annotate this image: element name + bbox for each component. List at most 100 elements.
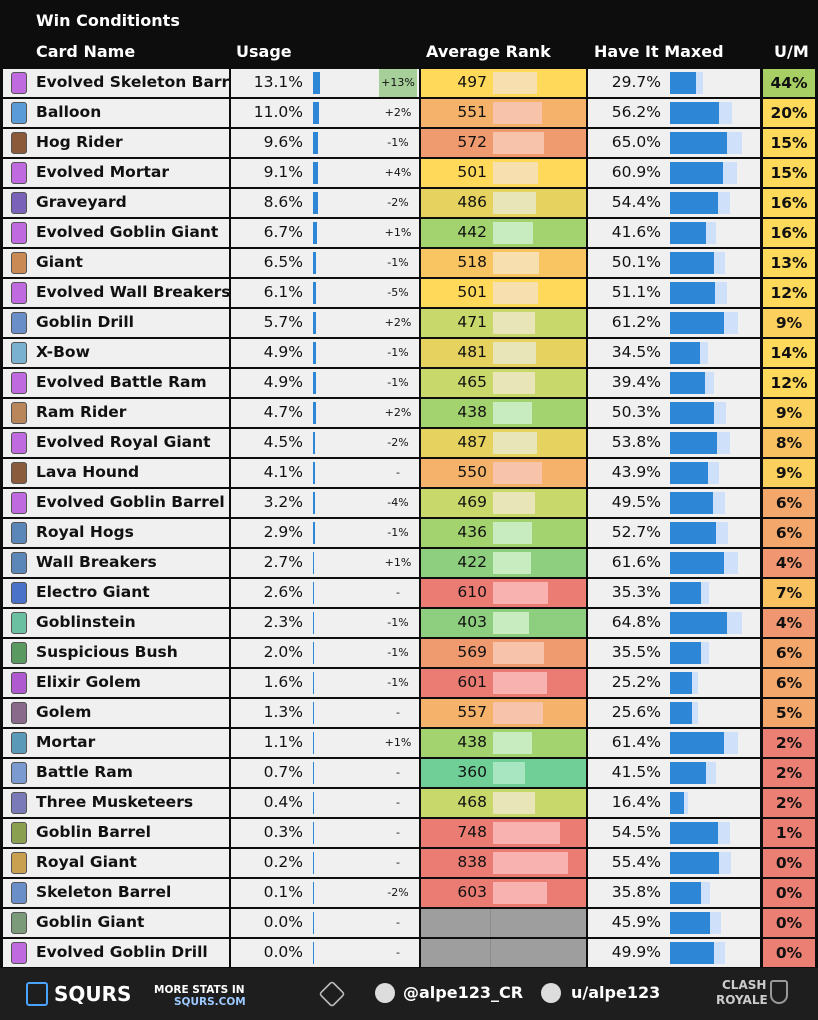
average-rank-cell: 468 <box>421 789 586 817</box>
usage-value: 0.1% <box>263 883 303 901</box>
usage-bar <box>313 162 318 184</box>
have-it-maxed-cell: 35.5% <box>588 639 760 667</box>
usage-cell: 2.0% -1% <box>231 639 419 667</box>
have-it-maxed-value: 52.7% <box>611 523 661 541</box>
um-value: 20% <box>763 99 815 127</box>
have-it-maxed-cell: 43.9% <box>588 459 760 487</box>
usage-value: 11.0% <box>253 103 303 121</box>
have-it-maxed-value: 50.1% <box>611 253 661 271</box>
card-name-cell: Goblin Barrel <box>3 819 229 847</box>
usage-value: 2.0% <box>263 643 303 661</box>
usage-change: -4% <box>387 496 409 509</box>
table-row: Hog Rider 9.6% -1% 572 65.0% 15% <box>0 128 818 158</box>
more-stats-line2[interactable]: SQURS.COM <box>174 996 246 1008</box>
um-value: 5% <box>763 699 815 727</box>
have-it-maxed-value: 51.1% <box>611 283 661 301</box>
reddit-handle[interactable]: u/alpe123 <box>571 983 661 1002</box>
usage-bar <box>313 732 314 754</box>
usage-cell: 2.3% -1% <box>231 609 419 637</box>
card-icon <box>11 912 27 934</box>
usage-cell: 0.0% - <box>231 909 419 937</box>
card-name-cell: Ram Rider <box>3 399 229 427</box>
average-rank-value: 442 <box>457 223 487 241</box>
usage-bar <box>313 462 316 484</box>
twitter-handle[interactable]: @alpe123_CR <box>403 983 524 1002</box>
card-name: Electro Giant <box>36 583 150 601</box>
average-rank-cell: 501 <box>421 279 586 307</box>
have-it-maxed-cell: 49.9% <box>588 939 760 967</box>
usage-bar <box>313 882 314 904</box>
table-row: Evolved Goblin Giant 6.7% +1% 442 41.6% 16% <box>0 218 818 248</box>
usage-cell: 0.1% -2% <box>231 879 419 907</box>
average-rank-cell: 360 <box>421 759 586 787</box>
card-icon <box>11 732 27 754</box>
card-name-cell: Lava Hound <box>3 459 229 487</box>
card-icon <box>11 522 27 544</box>
have-it-maxed-bar <box>670 492 713 514</box>
have-it-maxed-value: 50.3% <box>611 403 661 421</box>
card-name: Mortar <box>36 733 96 751</box>
card-name: Royal Hogs <box>36 523 134 541</box>
card-icon <box>11 222 27 244</box>
usage-value: 2.3% <box>263 613 303 631</box>
have-it-maxed-cell: 52.7% <box>588 519 760 547</box>
average-rank-value: 603 <box>457 883 487 901</box>
brand-logo-line2: ROYALE <box>716 993 768 1007</box>
average-rank-bar <box>493 102 544 124</box>
have-it-maxed-value: 55.4% <box>611 853 661 871</box>
usage-cell: 5.7% +2% <box>231 309 419 337</box>
have-it-maxed-value: 54.4% <box>611 193 661 211</box>
have-it-maxed-cell: 50.1% <box>588 249 760 277</box>
have-it-maxed-value: 61.6% <box>611 553 661 571</box>
card-icon <box>11 492 27 514</box>
usage-change: +2% <box>384 106 412 119</box>
average-rank-cell: 487 <box>421 429 586 457</box>
table-row: Three Musketeers 0.4% - 468 16.4% 2% <box>0 788 818 818</box>
table-row: Royal Giant 0.2% - 838 55.4% 0% <box>0 848 818 878</box>
card-icon <box>11 462 27 484</box>
usage-cell: 2.6% - <box>231 579 419 607</box>
usage-cell: 6.7% +1% <box>231 219 419 247</box>
um-value: 6% <box>763 489 815 517</box>
average-rank-cell: 497 <box>421 69 586 97</box>
usage-bar <box>313 492 315 514</box>
card-name-cell: Royal Hogs <box>3 519 229 547</box>
average-rank-value: 422 <box>457 553 487 571</box>
average-rank-bar <box>493 462 544 484</box>
card-name: Battle Ram <box>36 763 133 781</box>
have-it-maxed-cell: 61.4% <box>588 729 760 757</box>
average-rank-value: 501 <box>457 163 487 181</box>
average-rank-bar <box>493 432 539 454</box>
have-it-maxed-bar <box>670 912 710 934</box>
card-name-cell: Goblin Giant <box>3 909 229 937</box>
have-it-maxed-value: 29.7% <box>611 73 661 91</box>
table-row: Goblin Giant 0.0% - 45.9% 0% <box>0 908 818 938</box>
table-row: Evolved Wall Breakers 6.1% -5% 501 51.1% 12% <box>0 278 818 308</box>
have-it-maxed-bar <box>670 312 724 334</box>
have-it-maxed-bar <box>670 612 727 634</box>
card-icon <box>11 552 27 574</box>
average-rank-cell: 501 <box>421 159 586 187</box>
card-icon <box>11 342 27 364</box>
card-name-cell: Skeleton Barrel <box>3 879 229 907</box>
usage-bar <box>313 342 316 364</box>
average-rank-bar <box>493 762 527 784</box>
usage-cell: 8.6% -2% <box>231 189 419 217</box>
have-it-maxed-bar <box>670 792 684 814</box>
reddit-icon <box>541 983 561 1003</box>
usage-change: - <box>396 586 400 599</box>
average-rank-cell: 610 <box>421 579 586 607</box>
usage-value: 4.9% <box>263 343 303 361</box>
card-name-cell: Giant <box>3 249 229 277</box>
average-rank-bar <box>493 132 546 154</box>
um-value: 12% <box>763 369 815 397</box>
usage-change: -5% <box>387 286 409 299</box>
card-icon <box>11 882 27 904</box>
average-rank-cell: 603 <box>421 879 586 907</box>
usage-value: 4.1% <box>263 463 303 481</box>
have-it-maxed-value: 61.2% <box>611 313 661 331</box>
usage-cell: 1.6% -1% <box>231 669 419 697</box>
card-icon <box>11 102 27 124</box>
have-it-maxed-value: 41.5% <box>611 763 661 781</box>
usage-cell: 2.7% +1% <box>231 549 419 577</box>
